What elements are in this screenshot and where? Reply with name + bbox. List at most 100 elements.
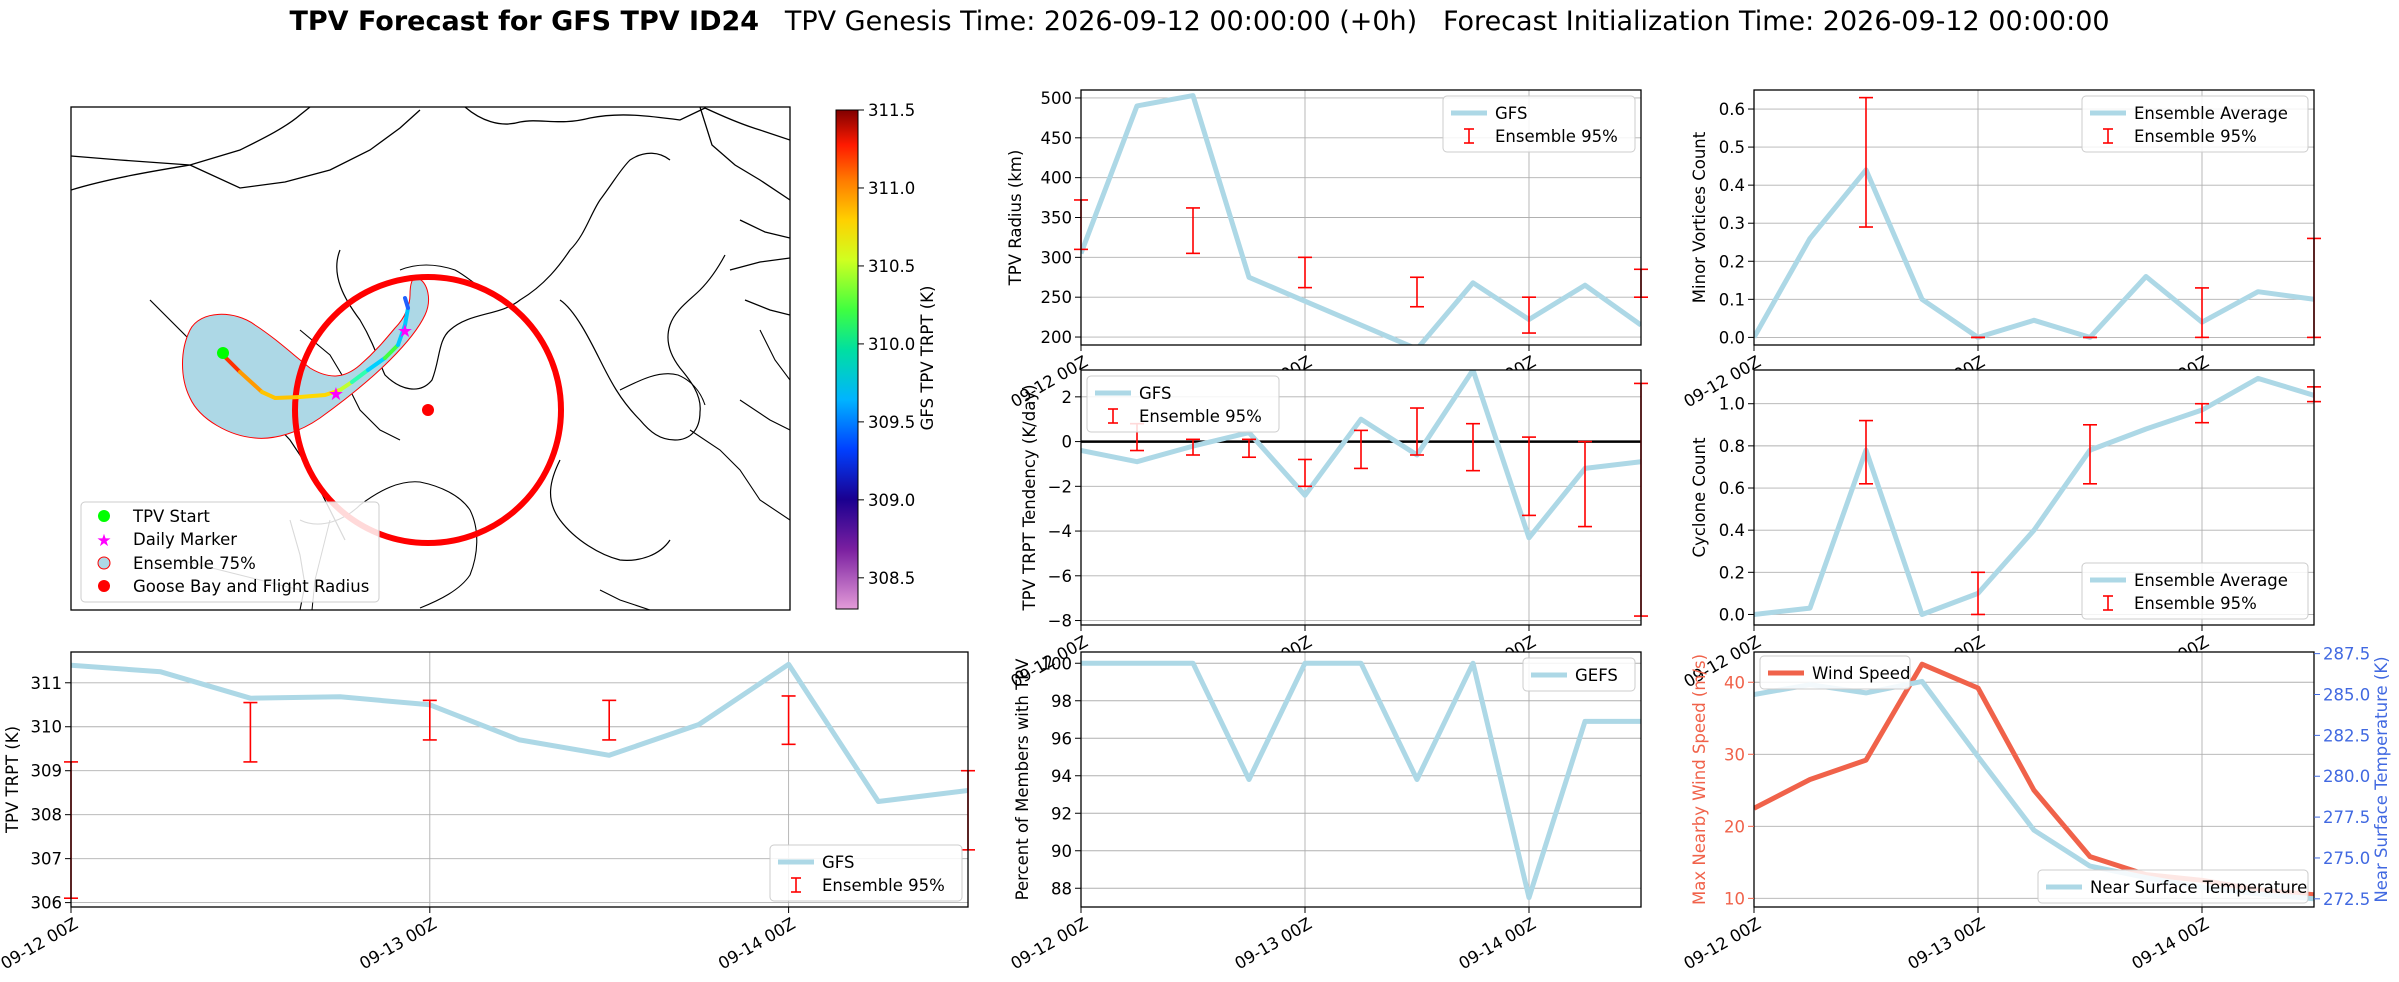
legend: GFS Ensemble 95%: [1086, 375, 1280, 433]
legend-label: Wind Speed: [1812, 664, 1910, 683]
legend-box: [1522, 657, 1636, 692]
chart-members: 88 90 92 94 96 98 100 09-12 00Z 09-13 00Z 09-14 0…: [1007, 651, 1642, 973]
legend-errorbar-icon: [791, 877, 801, 893]
colorbar-tick-label: 309.5: [868, 413, 915, 432]
y-tick-label: 0: [1062, 433, 1073, 452]
y-tick-label: 0.1: [1719, 290, 1745, 309]
legend-label: Ensemble Average: [2134, 104, 2288, 123]
y-tick-label: 310: [31, 718, 63, 737]
errorbar: [1410, 276, 1424, 308]
errorbar: [1298, 458, 1312, 488]
y-tick-label: 96: [1051, 729, 1072, 748]
x-tick-label: 09-12 00Z: [1007, 914, 1091, 973]
chart-wind_temp: 10 20 30 40 272.5 275.0 277.5 280.0 282.5 285.0 28…: [1680, 645, 2391, 974]
errorbar: [1971, 571, 1985, 616]
y-axis-label: Max Nearby Wind Speed (m/s): [1690, 654, 1709, 905]
errorbar: [2195, 402, 2209, 424]
y2-tick-label: 272.5: [2323, 890, 2370, 909]
y-axis: 0.0 0.2 0.4 0.6 0.8 1.0: [1719, 395, 1754, 624]
y-axis: 306 307 308 309 310 311: [31, 674, 71, 913]
goose-bay-marker: [422, 404, 434, 416]
y-axis-label: TPV TRPT Tendency (K/day): [1020, 384, 1039, 611]
series-line-1: [71, 661, 968, 804]
y-axis-label: Cyclone Count: [1690, 437, 1709, 557]
errorbar: [1859, 96, 1873, 228]
figure-title-genesis: TPV Genesis Time: 2026-09-12 00:00:00 (+…: [784, 6, 1418, 37]
legend-label: GFS: [822, 853, 854, 872]
y-tick-label: −6: [1048, 567, 1072, 586]
errorbar: [1186, 207, 1200, 255]
y-tick-label: −8: [1048, 612, 1072, 631]
series-line-1: [1081, 370, 1641, 541]
y-tick-label: 0.8: [1719, 437, 1745, 456]
legend-errorbar-icon: [2103, 128, 2113, 144]
y2-tick-label: 285.0: [2323, 686, 2370, 705]
x-tick-label: 09-13 00Z: [1231, 914, 1315, 973]
y-tick-label: 0.4: [1719, 521, 1745, 540]
series-line-1: [1754, 167, 2314, 340]
colorbar-tick-label: 309.0: [868, 491, 915, 510]
y-tick-label: 500: [1041, 89, 1073, 108]
y-tick-label: −2: [1048, 477, 1072, 496]
tpv-start-marker: [217, 347, 229, 359]
legend-box: [2037, 869, 2309, 904]
y-tick-label: 0.0: [1719, 328, 1745, 347]
y-tick-label: 98: [1051, 692, 1072, 711]
daily-marker-2: ★: [397, 321, 413, 342]
y-tick-label: 300: [1041, 248, 1073, 267]
y2-tick-label: 275.0: [2323, 849, 2370, 868]
x-axis: 09-12 00Z 09-13 00Z 09-14 00Z: [0, 907, 799, 973]
errorbar: [1298, 256, 1312, 289]
legend-errorbar-icon: [1108, 408, 1118, 424]
errorbar: [1354, 429, 1368, 470]
x-tick-label: 09-14 00Z: [715, 914, 799, 973]
legend-ensemble: Ensemble 75%: [133, 554, 256, 573]
series-group: [1081, 370, 1641, 541]
legend-tpv-start: TPV Start: [132, 507, 210, 526]
y-tick-label: 400: [1041, 169, 1073, 188]
errorbar: [602, 699, 617, 741]
errorbar: [1859, 419, 1873, 485]
series-group: [71, 661, 968, 804]
errorbar: [2083, 423, 2097, 485]
map-legend: TPV Start ★ Daily Marker Ensemble 75% Go…: [80, 501, 380, 603]
goose-bay-flight-radius: [292, 274, 564, 546]
figure-title-bold: TPV Forecast for GFS TPV ID24: [289, 6, 760, 37]
y-tick-label: 309: [31, 762, 63, 781]
legend-goose-bay: Goose Bay and Flight Radius: [133, 577, 369, 596]
y-tick-label: 0.2: [1719, 563, 1745, 582]
legend-label: Ensemble 95%: [1139, 407, 1262, 426]
errorbar: [1522, 296, 1536, 334]
daily-marker-1: ★: [328, 384, 344, 405]
plot-frame: [1753, 369, 2315, 626]
legend: Near Surface Temperature: [2037, 869, 2309, 904]
x-axis: 09-12 00Z 09-13 00Z 09-14 00Z: [1680, 907, 2212, 973]
x-tick-label: 09-14 00Z: [2128, 914, 2212, 973]
y-tick-label: 88: [1051, 879, 1072, 898]
series-group: [1754, 167, 2314, 340]
legend-errorbar-icon: [1464, 128, 1474, 144]
errorbar: [1410, 407, 1424, 456]
y-axis-label: Minor Vortices Count: [1690, 131, 1709, 303]
y-tick-label: 450: [1041, 129, 1073, 148]
legend-label: GEFS: [1575, 666, 1618, 685]
map-panel: ★ ★ TPV Start ★ Daily Marker Ensemble 75…: [70, 101, 937, 611]
y-tick-label: 10: [1724, 889, 1745, 908]
x-tick-label: 09-13 00Z: [356, 914, 440, 973]
legend-tpv-start-icon: [98, 510, 110, 522]
plot-area: [1754, 652, 2314, 907]
y-axis-label: Percent of Members with TPV: [1013, 658, 1032, 900]
series-line-1: [1081, 660, 1641, 901]
y-tick-label: 250: [1041, 288, 1073, 307]
y-axis-label: TPV Radius (km): [1006, 150, 1025, 287]
y-tick-label: 0.4: [1719, 176, 1745, 195]
legend-label: GFS: [1139, 384, 1171, 403]
plot-area: [1081, 652, 1641, 907]
legend: GFS Ensemble 95%: [1442, 95, 1636, 153]
legend-box: [769, 844, 963, 902]
colorbar-tick-label: 311.5: [868, 101, 915, 120]
legend: GEFS: [1522, 657, 1636, 692]
legend: Ensemble Average Ensemble 95%: [2081, 562, 2309, 620]
